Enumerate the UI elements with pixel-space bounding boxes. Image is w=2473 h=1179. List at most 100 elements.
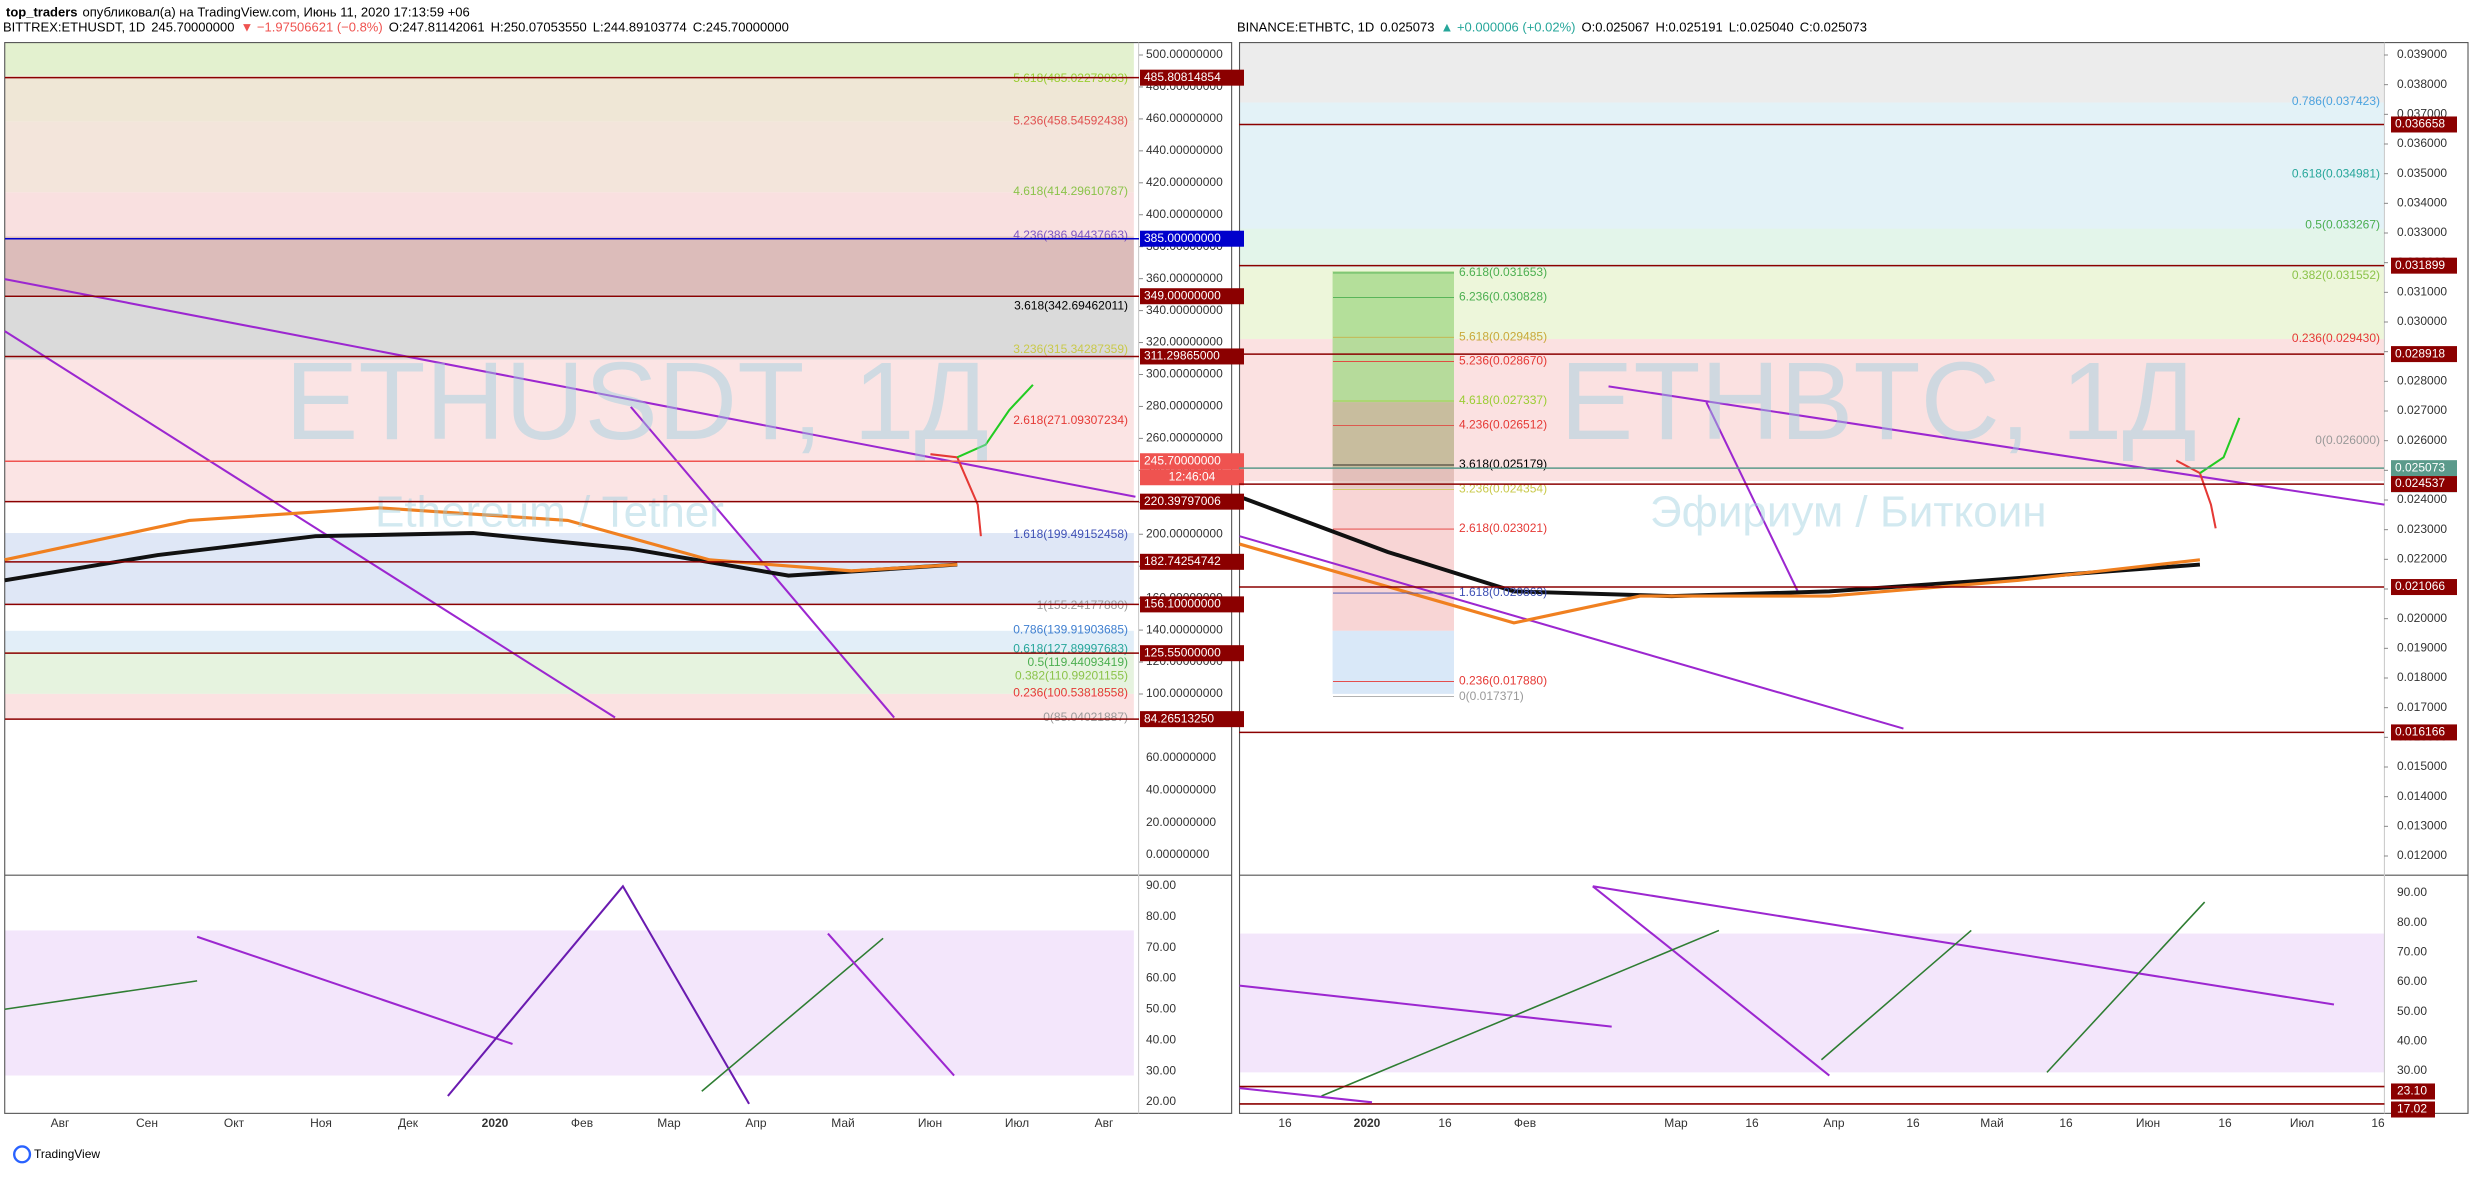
- price-axis-label: 320.00000000: [1146, 335, 1223, 349]
- rsi-axis-label: 20.00: [1146, 1094, 1176, 1108]
- rsi-axis-label: 30.00: [2397, 1063, 2427, 1077]
- fib-label: 0.618(0.034981): [2292, 166, 2380, 180]
- header-high: H:250.07053550: [491, 19, 587, 34]
- price-tag: [1140, 453, 1244, 470]
- fib-label: 0.5(119.44093419): [1027, 655, 1128, 669]
- price-axis-label: 0.017000: [2397, 700, 2447, 714]
- x-axis-label: 2020: [1354, 1116, 1381, 1130]
- price-axis-label: 0.022000: [2397, 552, 2447, 566]
- price-tag: [2391, 476, 2457, 493]
- x-axis-label: 16: [2218, 1116, 2232, 1130]
- price-tag: [1140, 596, 1244, 613]
- price-tag: [1140, 288, 1244, 305]
- fib-label: 2.618(0.023021): [1459, 521, 1547, 535]
- price-axis-label: 400.00000000: [1146, 207, 1223, 221]
- rsi-axis-label: 60.00: [2397, 974, 2427, 988]
- countdown-tag: [1140, 469, 1244, 486]
- x-axis-label: Июл: [1005, 1116, 1029, 1130]
- price-axis-label: 420.00000000: [1146, 175, 1223, 189]
- fib-label: 0.382(110.99201155): [1015, 669, 1128, 683]
- price-tag-label: 84.26513250: [1144, 711, 1214, 725]
- x-axis-label: Мар: [1664, 1116, 1688, 1130]
- footer-logo[interactable]: TradingView: [34, 1147, 100, 1161]
- fib-label: 4.618(0.027337): [1459, 393, 1547, 407]
- rsi-axis-label: 70.00: [2397, 945, 2427, 959]
- rsi-tag-label: 23.10: [2397, 1084, 2427, 1098]
- volume-axis-label: 20.00000000: [1146, 815, 1216, 829]
- fib-label: 3.236(315.34287359): [1013, 342, 1128, 356]
- price-axis-label: 0.014000: [2397, 789, 2447, 803]
- header-open: O:0.025067: [1582, 19, 1650, 34]
- x-axis-label: Авг: [51, 1116, 70, 1130]
- header-low: L:244.89103774: [593, 19, 687, 34]
- countdown: 12:46:04: [1169, 469, 1216, 483]
- price-axis-label: 340.00000000: [1146, 303, 1223, 317]
- x-axis-label: Апр: [745, 1116, 767, 1130]
- fib-label: 1.618(0.020863): [1459, 585, 1547, 599]
- fib-label: 0.236(0.029430): [2292, 331, 2380, 345]
- fib-label: 0.786(139.91903685): [1013, 622, 1128, 636]
- header-last: 245.70000000: [151, 19, 234, 34]
- price-axis-label: 0.036000: [2397, 136, 2447, 150]
- price-tag-label: 0.021066: [2395, 579, 2445, 593]
- header-open: O:247.81142061: [389, 19, 485, 34]
- header-close: C:245.70000000: [693, 19, 789, 34]
- fib-label: 0.5(0.033267): [2305, 217, 2380, 231]
- x-axis-label: 16: [1745, 1116, 1759, 1130]
- x-axis-label: 16: [2059, 1116, 2073, 1130]
- price-tag-label: 220.39797006: [1144, 494, 1221, 508]
- author[interactable]: top_traders: [6, 4, 78, 19]
- watermark: ETHBTC, 1Д: [1560, 340, 2197, 463]
- price-tag: [2391, 346, 2457, 363]
- x-axis-label: Май: [1980, 1116, 2004, 1130]
- x-axis-label: Июн: [918, 1116, 942, 1130]
- rsi-tag: [2391, 1101, 2435, 1118]
- rsi-axis-label: 40.00: [2397, 1034, 2427, 1048]
- header-change: ▲ +0.000006 (+0.02%): [1440, 19, 1575, 34]
- price-tag-label: 0.036658: [2395, 117, 2445, 131]
- price-axis-label: 300.00000000: [1146, 367, 1223, 381]
- x-axis-label: 16: [2371, 1116, 2385, 1130]
- fib-label: 6.236(0.030828): [1459, 290, 1547, 304]
- price-axis-label: 500.00000000: [1146, 47, 1223, 61]
- x-axis-label: Сен: [136, 1116, 158, 1130]
- rsi-axis-label: 50.00: [1146, 1002, 1176, 1016]
- price-axis-label: 0.027000: [2397, 403, 2447, 417]
- price-tag-label: 485.80814854: [1144, 70, 1221, 84]
- fib-label: 4.618(414.29610787): [1013, 184, 1128, 198]
- decor: [4, 42, 2469, 1164]
- price-tag-label: 245.70000000: [1144, 453, 1221, 467]
- rsi-axis-label: 30.00: [1146, 1063, 1176, 1077]
- price-tag-label: 349.00000000: [1144, 288, 1221, 302]
- header-close: C:0.025073: [1800, 19, 1867, 34]
- fib-label: 0(85.04021887): [1043, 710, 1128, 724]
- price-axis-label: 0.013000: [2397, 819, 2447, 833]
- fib-label: 2.618(271.09307234): [1013, 413, 1128, 427]
- header-symbol: BITTREX:ETHUSDT, 1D: [3, 19, 145, 34]
- price-tag-label: 0.024537: [2395, 476, 2445, 490]
- fib-label: 3.236(0.024354): [1459, 482, 1547, 496]
- rsi-tag: [2391, 1083, 2435, 1100]
- price-tag-label: 0.025073: [2395, 460, 2445, 474]
- rsi-axis-label: 60.00: [1146, 971, 1176, 985]
- volume-axis-label: 60.00000000: [1146, 750, 1216, 764]
- x-axis-label: Июн: [2136, 1116, 2160, 1130]
- rsi-axis-label: 90.00: [2397, 885, 2427, 899]
- fib-label: 5.236(458.54592438): [1013, 113, 1128, 127]
- price-axis-label: 0.028000: [2397, 374, 2447, 388]
- price-tag-label: 311.29865000: [1144, 349, 1220, 363]
- price-axis-label: 440.00000000: [1146, 143, 1223, 157]
- price-tag: [1140, 711, 1244, 728]
- price-axis-label: 0.018000: [2397, 670, 2447, 684]
- price-axis-label: 0.015000: [2397, 759, 2447, 773]
- price-axis-label: 0.024000: [2397, 492, 2447, 506]
- x-axis-label: Май: [831, 1116, 855, 1130]
- rsi-axis-label: 70.00: [1146, 940, 1176, 954]
- x-axis-label: 16: [1278, 1116, 1292, 1130]
- x-axis-label: Июл: [2290, 1116, 2314, 1130]
- header-high: H:0.025191: [1655, 19, 1722, 34]
- x-axis-label: Окт: [224, 1116, 245, 1130]
- price-tag-label: 125.55000000: [1144, 645, 1221, 659]
- volume-axis-label: 0.00000000: [1146, 847, 1210, 861]
